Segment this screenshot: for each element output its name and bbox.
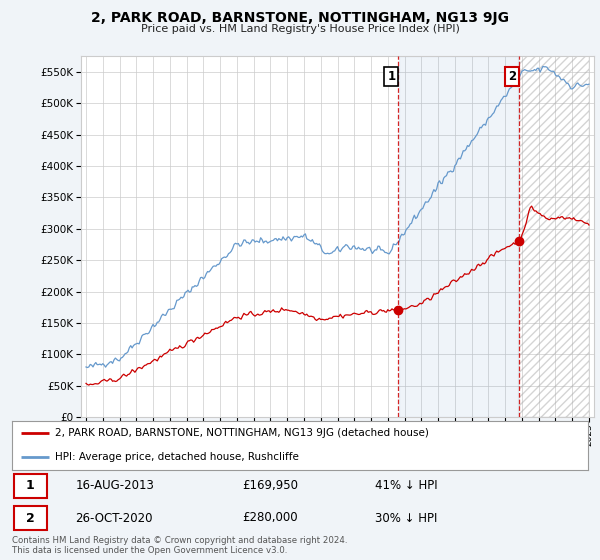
FancyBboxPatch shape	[14, 506, 47, 530]
Text: HPI: Average price, detached house, Rushcliffe: HPI: Average price, detached house, Rush…	[55, 451, 299, 461]
Text: 2, PARK ROAD, BARNSTONE, NOTTINGHAM, NG13 9JG: 2, PARK ROAD, BARNSTONE, NOTTINGHAM, NG1…	[91, 11, 509, 25]
Text: Contains HM Land Registry data © Crown copyright and database right 2024.
This d: Contains HM Land Registry data © Crown c…	[12, 536, 347, 556]
Text: 26-OCT-2020: 26-OCT-2020	[76, 511, 153, 525]
Text: 2: 2	[508, 71, 516, 83]
Text: 1: 1	[26, 479, 35, 492]
Text: 30% ↓ HPI: 30% ↓ HPI	[375, 511, 437, 525]
Text: 16-AUG-2013: 16-AUG-2013	[76, 479, 154, 492]
FancyBboxPatch shape	[14, 474, 47, 498]
Text: Price paid vs. HM Land Registry's House Price Index (HPI): Price paid vs. HM Land Registry's House …	[140, 24, 460, 34]
Text: 2: 2	[26, 511, 35, 525]
Text: £169,950: £169,950	[242, 479, 298, 492]
Text: 2, PARK ROAD, BARNSTONE, NOTTINGHAM, NG13 9JG (detached house): 2, PARK ROAD, BARNSTONE, NOTTINGHAM, NG1…	[55, 428, 429, 438]
Text: 1: 1	[388, 71, 395, 83]
Text: £280,000: £280,000	[242, 511, 298, 525]
Text: 41% ↓ HPI: 41% ↓ HPI	[375, 479, 437, 492]
